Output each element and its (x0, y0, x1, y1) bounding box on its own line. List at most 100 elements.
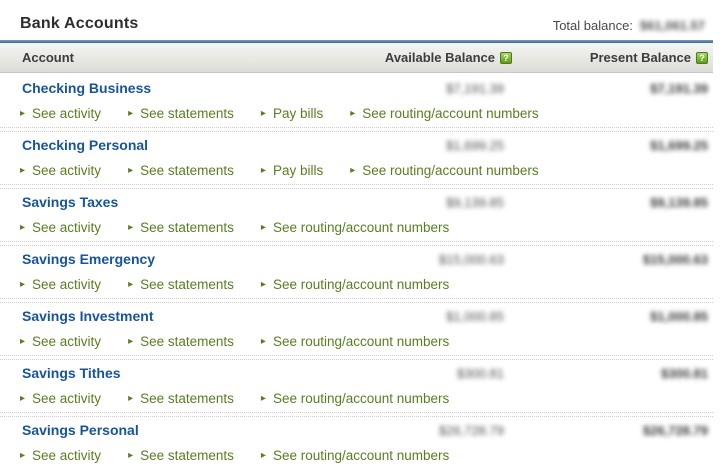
page-header: Bank Accounts Total balance: $61,061.57 (0, 0, 713, 40)
account-name-link[interactable]: Savings Tithes (22, 365, 121, 381)
account-name-link[interactable]: Checking Personal (22, 137, 149, 153)
account-action-link[interactable]: ▸ See routing/account numbers (260, 220, 450, 235)
help-icon[interactable]: ? (500, 51, 512, 64)
account-actions: ▸ See activity ▸ See statements ▸ See ro… (0, 446, 713, 465)
available-balance-value: $1,699.25 (446, 138, 504, 153)
account-rows: Checking Business $7,191.39 $7,191.39 ▸ … (0, 75, 713, 469)
present-balance-value: $1,000.85 (650, 309, 708, 324)
arrow-right-icon: ▸ (260, 335, 266, 347)
arrow-right-icon: ▸ (260, 107, 266, 119)
present-balance-value: $1,699.25 (650, 138, 708, 153)
account-action-link[interactable]: ▸ See activity (20, 220, 102, 235)
arrow-right-icon: ▸ (128, 335, 134, 347)
account-actions: ▸ See activity ▸ See statements ▸ See ro… (0, 332, 713, 351)
column-available-balance: Available Balance ? (352, 50, 512, 65)
account-actions: ▸ See activity ▸ See statements ▸ Pay bi… (0, 161, 713, 180)
account-action-link[interactable]: ▸ See routing/account numbers (260, 334, 450, 349)
account-name-link[interactable]: Checking Business (22, 80, 152, 96)
account-row-main: Savings Investment $1,000.85 $1,000.85 (0, 308, 713, 329)
account-row-main: Savings Emergency $15,000.63 $15,000.63 (0, 251, 713, 272)
available-balance-value: $1,000.85 (446, 309, 504, 324)
account-actions: ▸ See activity ▸ See statements ▸ See ro… (0, 218, 713, 237)
present-balance-value: $26,728.79 (642, 423, 708, 438)
column-present-balance-label: Present Balance (589, 50, 691, 65)
arrow-right-icon: ▸ (260, 449, 266, 461)
account-actions: ▸ See activity ▸ See statements ▸ See ro… (0, 275, 713, 294)
total-balance-value: $61,061.57 (639, 18, 705, 33)
total-balance: Total balance: $61,061.57 (553, 18, 705, 33)
account-action-link[interactable]: ▸ See routing/account numbers (350, 106, 539, 121)
account-action-link[interactable]: ▸ See statements (128, 106, 234, 121)
account-action-link[interactable]: ▸ See statements (128, 277, 234, 292)
arrow-right-icon: ▸ (128, 278, 134, 290)
arrow-right-icon: ▸ (260, 392, 266, 404)
available-balance-value: $15,000.63 (438, 252, 504, 267)
account-name-link[interactable]: Savings Personal (22, 422, 139, 438)
account-action-link[interactable]: ▸ See activity (20, 391, 102, 406)
arrow-right-icon: ▸ (260, 221, 266, 233)
account-row-main: Checking Business $7,191.39 $7,191.39 (0, 80, 713, 101)
arrow-right-icon: ▸ (128, 221, 134, 233)
arrow-right-icon: ▸ (20, 107, 26, 119)
account-name-link[interactable]: Savings Investment (22, 308, 154, 324)
available-balance-value: $26,728.79 (438, 423, 504, 438)
present-balance-value: $9,139.85 (650, 195, 708, 210)
arrow-right-icon: ▸ (128, 107, 134, 119)
arrow-right-icon: ▸ (260, 164, 266, 176)
arrow-right-icon: ▸ (20, 392, 26, 404)
account-row-main: Savings Tithes $300.81 $300.81 (0, 365, 713, 386)
account-name-link[interactable]: Savings Taxes (22, 194, 119, 210)
row-separator (0, 184, 713, 189)
arrow-right-icon: ▸ (20, 164, 26, 176)
account-action-link[interactable]: ▸ See activity (20, 448, 102, 463)
arrow-right-icon: ▸ (260, 278, 266, 290)
arrow-right-icon: ▸ (128, 449, 134, 461)
total-balance-label: Total balance: (552, 18, 633, 33)
help-icon[interactable]: ? (696, 51, 708, 64)
account-actions: ▸ See activity ▸ See statements ▸ See ro… (0, 389, 713, 408)
arrow-right-icon: ▸ (20, 335, 26, 347)
account-action-link[interactable]: ▸ See statements (128, 448, 234, 463)
row-separator (0, 355, 713, 360)
account-action-link[interactable]: ▸ See routing/account numbers (260, 277, 450, 292)
account-action-link[interactable]: ▸ See statements (128, 163, 234, 178)
row-separator (0, 241, 713, 246)
row-separator (0, 298, 713, 303)
account-row: Savings Taxes $9,139.85 $9,139.85 ▸ See … (0, 189, 713, 241)
account-action-link[interactable]: ▸ See routing/account numbers (260, 448, 450, 463)
account-action-link[interactable]: ▸ See activity (20, 277, 102, 292)
header-divider (0, 40, 713, 43)
table-header: Account Available Balance ? Present Bala… (0, 43, 713, 73)
available-balance-value: $7,191.39 (446, 81, 504, 96)
arrow-right-icon: ▸ (350, 164, 356, 176)
arrow-right-icon: ▸ (20, 221, 26, 233)
arrow-right-icon: ▸ (20, 278, 26, 290)
available-balance-value: $9,139.85 (446, 195, 504, 210)
account-row: Checking Business $7,191.39 $7,191.39 ▸ … (0, 75, 713, 127)
account-action-link[interactable]: ▸ Pay bills (260, 106, 324, 121)
account-row: Checking Personal $1,699.25 $1,699.25 ▸ … (0, 132, 713, 184)
present-balance-value: $7,191.39 (650, 81, 708, 96)
account-action-link[interactable]: ▸ See statements (128, 391, 234, 406)
account-action-link[interactable]: ▸ See activity (20, 334, 102, 349)
present-balance-value: $15,000.63 (642, 252, 708, 267)
account-action-link[interactable]: ▸ See statements (128, 220, 234, 235)
account-row: Savings Personal $26,728.79 $26,728.79 ▸… (0, 417, 713, 469)
present-balance-value: $300.81 (661, 366, 708, 381)
account-name-link[interactable]: Savings Emergency (22, 251, 156, 267)
account-row: Savings Emergency $15,000.63 $15,000.63 … (0, 246, 713, 298)
arrow-right-icon: ▸ (20, 449, 26, 461)
account-row: Savings Tithes $300.81 $300.81 ▸ See act… (0, 360, 713, 412)
account-row-main: Checking Personal $1,699.25 $1,699.25 (0, 137, 713, 158)
available-balance-value: $300.81 (457, 366, 504, 381)
account-action-link[interactable]: ▸ See routing/account numbers (350, 163, 539, 178)
row-separator (0, 412, 713, 417)
column-account: Account (22, 50, 74, 65)
account-action-link[interactable]: ▸ See activity (20, 106, 102, 121)
arrow-right-icon: ▸ (128, 392, 134, 404)
account-action-link[interactable]: ▸ Pay bills (260, 163, 324, 178)
account-action-link[interactable]: ▸ See routing/account numbers (260, 391, 450, 406)
account-action-link[interactable]: ▸ See statements (128, 334, 234, 349)
account-action-link[interactable]: ▸ See activity (20, 163, 102, 178)
